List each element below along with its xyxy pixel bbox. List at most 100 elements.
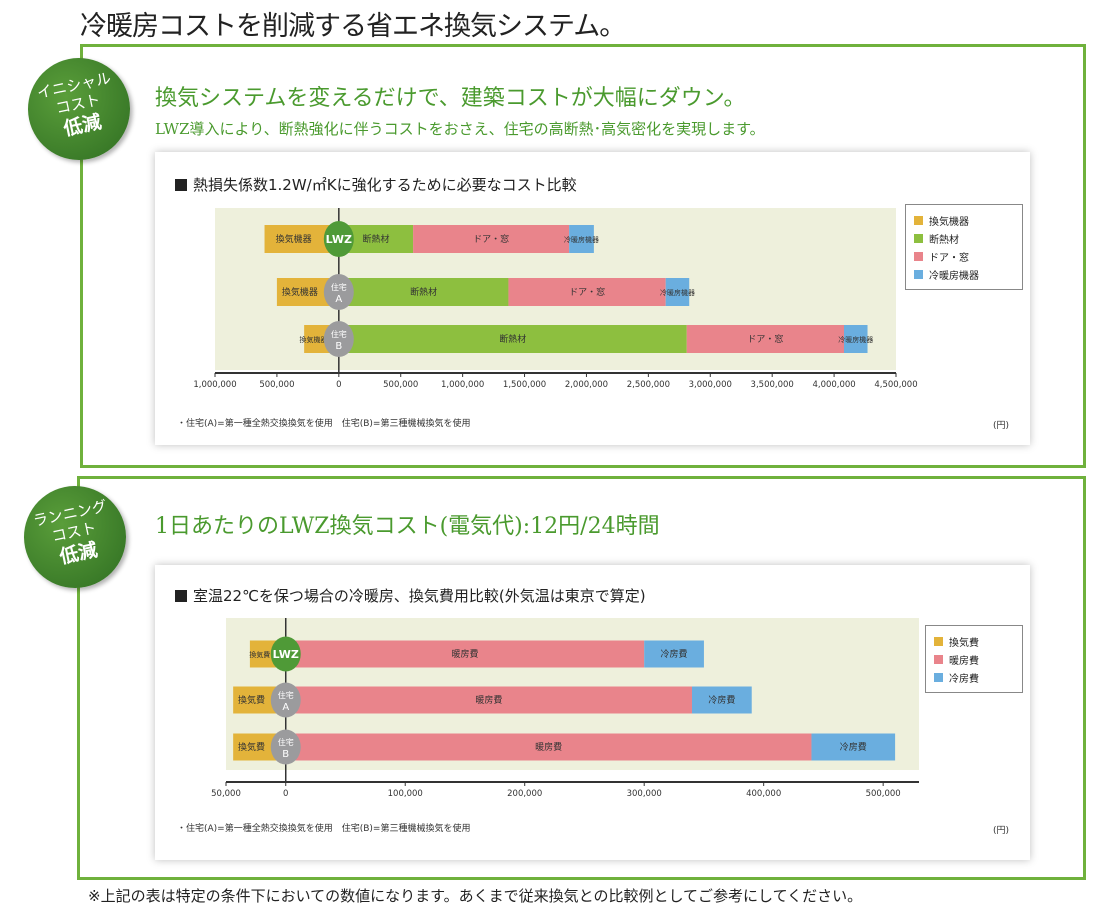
legend-item: 換気費	[934, 632, 1014, 650]
chart-title: 室温22℃を保つ場合の冷暖房、換気費用比較(外気温は東京で算定)	[175, 585, 646, 606]
x-tick-label: 500,000	[866, 789, 901, 799]
legend-item: 冷房費	[934, 668, 1014, 686]
x-tick-label: 3,500,000	[751, 380, 794, 390]
legend-item: 断熱材	[914, 229, 1014, 247]
bar-label: 冷暖房機器	[838, 335, 873, 344]
bar-segment	[569, 225, 594, 253]
section1-subline: LWZ導入により、断熱強化に伴うコストをおさえ、住宅の高断熱･高気密化を実現しま…	[155, 120, 765, 138]
chart-initial-cost: 1,000,000 500,000 0 500,000 1,000,000 1,500,0…	[193, 208, 918, 390]
category-label: LWZ	[326, 233, 352, 246]
legend-item: 換気機器	[914, 211, 1014, 229]
category-marker	[323, 321, 354, 357]
bar-segment	[413, 225, 570, 253]
bar-label: ドア・窓	[747, 333, 783, 345]
bar-segment	[644, 640, 704, 668]
bar-segment	[338, 278, 509, 306]
bar-label: 暖房費	[451, 648, 478, 660]
page-title: 冷暖房コストを削減する省エネ換気システム。	[80, 11, 626, 42]
running-cost-section	[77, 476, 1086, 880]
unit-label: (円)	[993, 421, 1010, 431]
legend-label: 換気費	[949, 637, 979, 649]
legend-item: ドア・窓	[914, 247, 1014, 265]
bar-label: 換気費	[238, 694, 265, 706]
category-label: 住宅	[278, 737, 294, 747]
x-tick-label: 500,000	[259, 380, 294, 390]
unit-label: (円)	[993, 826, 1010, 836]
bar-label: ドア・窓	[473, 233, 509, 245]
x-tick-label: 3,000,000	[689, 380, 732, 390]
legend-label: ドア・窓	[929, 252, 969, 264]
bar-label: 冷暖房機器	[564, 235, 599, 244]
chart-title: 熱損失係数1.2W/㎡Kに強化するために必要なコスト比較	[175, 174, 577, 195]
legend-swatch	[934, 636, 943, 646]
legend-swatch	[914, 215, 923, 225]
x-tick-label: 4,000,000	[812, 380, 855, 390]
category-label: 住宅	[278, 690, 294, 700]
bar-segment	[665, 278, 690, 306]
x-tick-label: 0	[283, 789, 288, 799]
legend-swatch	[934, 672, 943, 682]
chart-note: ・住宅(A)=第一種全熱交換換気を使用 住宅(B)=第三種機械換気を使用	[177, 824, 471, 834]
chart-panel-running: 室温22℃を保つ場合の冷暖房、換気費用比較(外気温は東京で算定) 50,000 0…	[155, 565, 1030, 860]
bar-label: 換気機器	[299, 335, 327, 344]
bar-label: 換気機器	[276, 233, 312, 245]
legend-label: 冷房費	[949, 673, 979, 685]
category-label: 住宅	[331, 282, 347, 292]
section2-headline: 1日あたりのLWZ換気コスト(電気代):12円/24時間	[155, 514, 660, 539]
legend: 換気機器断熱材ドア・窓冷暖房機器	[905, 204, 1023, 290]
bar-segment	[811, 733, 896, 761]
category-label: LWZ	[273, 648, 299, 661]
x-tick-label: 300,000	[627, 789, 662, 799]
legend-swatch	[914, 269, 923, 279]
category-label: A	[282, 702, 289, 713]
legend-item: 暖房費	[934, 650, 1014, 668]
bar-segment	[285, 640, 645, 668]
legend-label: 暖房費	[949, 655, 979, 667]
bar-segment	[338, 325, 687, 353]
legend-label: 換気機器	[929, 216, 969, 228]
legend-label: 断熱材	[929, 234, 959, 246]
initial-cost-section	[80, 44, 1086, 468]
category-label: B	[282, 749, 289, 760]
x-tick-label: 1,000,000	[193, 380, 236, 390]
x-tick-label: 500,000	[383, 380, 418, 390]
bar-label: ドア・窓	[569, 286, 605, 298]
legend-swatch	[914, 251, 923, 261]
chart-panel-initial: 熱損失係数1.2W/㎡Kに強化するために必要なコスト比較 1,000,000 50…	[155, 152, 1030, 445]
bar-label: 冷暖房機器	[660, 288, 695, 297]
category-label: B	[335, 341, 342, 352]
x-tick-label: 2,500,000	[627, 380, 670, 390]
bar-label: 断熱材	[410, 286, 437, 298]
bar-label: 暖房費	[535, 741, 562, 753]
bar-label: 換気費	[238, 741, 265, 753]
legend-item: 冷暖房機器	[914, 265, 1014, 283]
x-tick-label: 2,000,000	[565, 380, 608, 390]
bar-segment	[691, 686, 752, 714]
bar-label: 換気費	[249, 650, 270, 659]
x-tick-label: 1,000,000	[441, 380, 484, 390]
bar-label: 冷房費	[708, 694, 735, 706]
category-marker	[270, 636, 301, 672]
x-tick-label: 4,500,000	[874, 380, 917, 390]
section1-headline: 換気システムを変えるだけで、建築コストが大幅にダウン。	[155, 86, 746, 111]
x-tick-label: 1,500,000	[503, 380, 546, 390]
x-tick-label: 100,000	[388, 789, 423, 799]
bar-label: 冷房費	[840, 741, 867, 753]
bar-label: 冷房費	[661, 648, 688, 660]
legend-swatch	[934, 654, 943, 664]
bar-label: 暖房費	[475, 694, 502, 706]
bar-segment	[285, 686, 692, 714]
legend-label: 冷暖房機器	[929, 270, 979, 282]
chart-note: ・住宅(A)=第一種全熱交換換気を使用 住宅(B)=第三種機械換気を使用	[177, 419, 471, 429]
category-marker	[270, 682, 301, 718]
x-tick-label: 0	[336, 380, 341, 390]
x-tick-label: 200,000	[507, 789, 542, 799]
footer-note: ※上記の表は特定の条件下においての数値になります。あくまで従来換気との比較例とし…	[88, 887, 863, 905]
bar-label: 断熱材	[362, 233, 389, 245]
bar-segment	[843, 325, 868, 353]
bar-segment	[508, 278, 666, 306]
legend-swatch	[914, 233, 923, 243]
category-marker	[270, 729, 301, 765]
category-marker	[323, 221, 354, 257]
category-marker	[323, 274, 354, 310]
